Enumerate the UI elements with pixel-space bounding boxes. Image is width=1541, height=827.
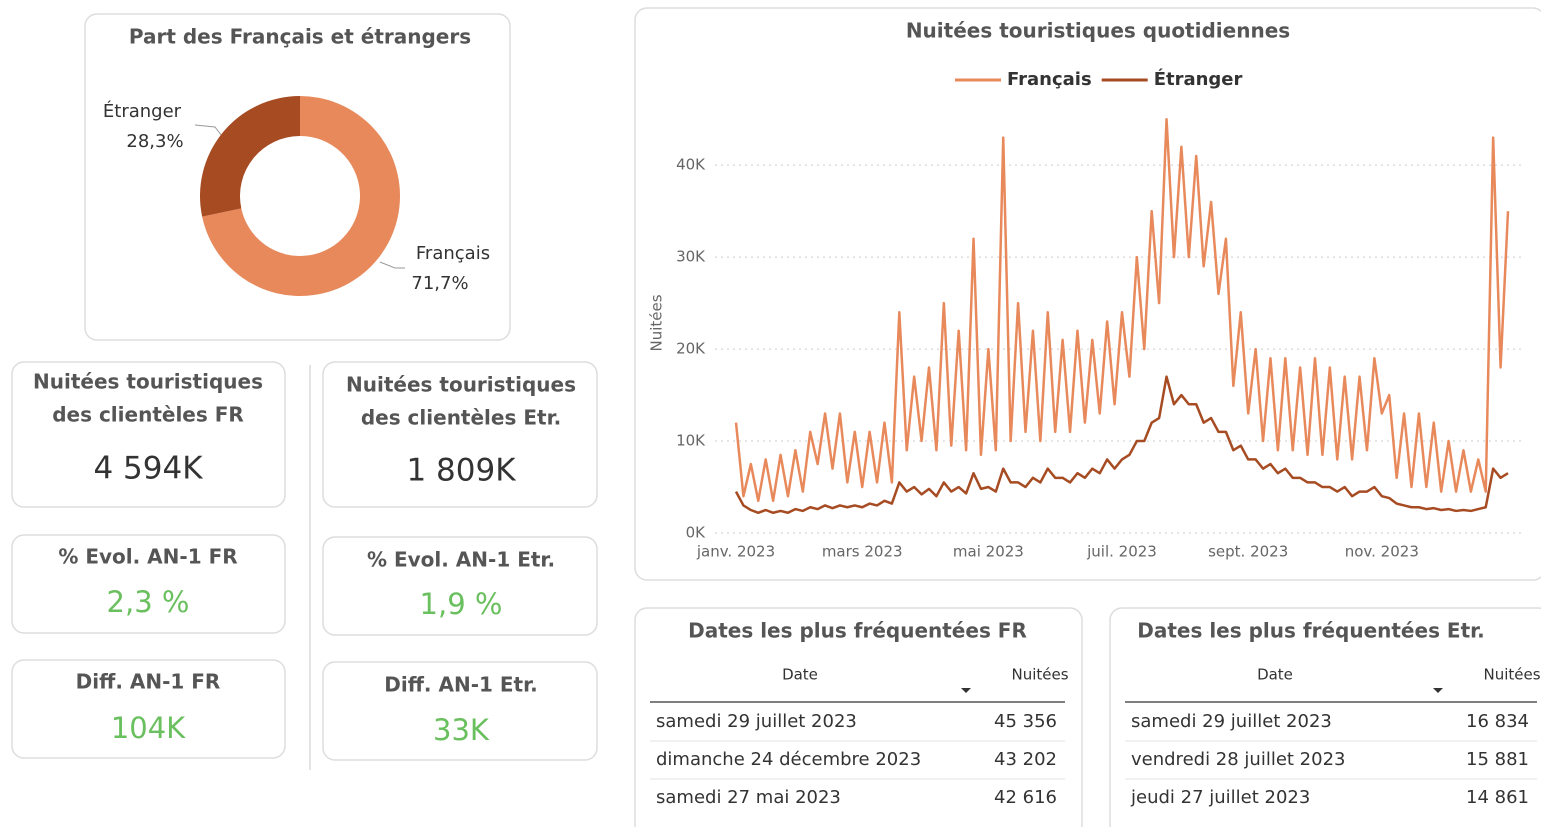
kpi-card	[322, 536, 598, 636]
cards	[11, 7, 1541, 827]
slice-value: 71,7%	[411, 273, 468, 294]
slice-value: 28,3%	[126, 131, 183, 152]
y-tick-label: 20K	[676, 340, 706, 358]
kpi-value: 1 809K	[406, 453, 516, 489]
cell: samedi 29 juillet 2023	[1131, 711, 1332, 732]
kpi-title: Nuitées touristiques	[346, 373, 576, 397]
legend-label: Français	[1007, 69, 1092, 90]
kpi-title: des clientèles FR	[52, 403, 244, 427]
cell: samedi 29 juillet 2023	[656, 711, 857, 732]
x-tick-label: mai 2023	[953, 543, 1024, 561]
x-tick-label: mars 2023	[822, 543, 903, 561]
kpi-card	[11, 361, 286, 508]
x-tick-label: juil. 2023	[1086, 543, 1157, 561]
donut-title: Part des Français et étrangers	[129, 25, 471, 49]
cell: vendredi 28 juillet 2023	[1131, 749, 1346, 770]
cell: 16 834	[1466, 711, 1529, 732]
leader-line	[379, 261, 405, 269]
table-title: Dates les plus fréquentées FR	[688, 619, 1027, 643]
donut-slice	[202, 96, 400, 296]
kpi-value: 2,3 %	[107, 585, 190, 619]
sort-icon	[1433, 688, 1443, 693]
donut-slice	[200, 96, 300, 217]
column-header: Nuitées	[1011, 666, 1068, 684]
y-tick-label: 30K	[676, 248, 706, 266]
slice-label: Français	[416, 243, 490, 264]
cell: 42 616	[994, 787, 1057, 808]
table-title: Dates les plus fréquentées Etr.	[1137, 619, 1485, 643]
kpi-value: 33K	[433, 713, 490, 747]
kpi-card	[11, 659, 286, 759]
donut-card	[84, 13, 511, 341]
cell: 15 881	[1466, 749, 1529, 770]
slice-label: Étranger	[103, 100, 182, 122]
series-line	[734, 375, 1509, 515]
kpi-value: 104K	[111, 711, 186, 745]
cell: jeudi 27 juillet 2023	[1130, 787, 1310, 808]
y-tick-label: 40K	[676, 156, 706, 174]
x-tick-label: janv. 2023	[696, 543, 775, 561]
line-title: Nuitées touristiques quotidiennes	[906, 19, 1290, 43]
cell: 45 356	[994, 711, 1057, 732]
kpi-card	[11, 534, 286, 634]
table-card	[634, 607, 1083, 827]
sort-icon	[961, 688, 971, 693]
cell: dimanche 24 décembre 2023	[656, 749, 921, 770]
series-line	[734, 117, 1510, 503]
kpi-card	[322, 661, 598, 761]
kpi-title: des clientèles Etr.	[361, 406, 561, 430]
kpi-card	[322, 361, 598, 508]
kpi-value: 1,9 %	[420, 587, 503, 621]
kpi-title: Nuitées touristiques	[33, 370, 263, 394]
x-tick-label: sept. 2023	[1208, 543, 1288, 561]
legend-label: Étranger	[1154, 68, 1243, 90]
x-tick-label: nov. 2023	[1345, 543, 1419, 561]
kpi-title: Diff. AN-1 Etr.	[384, 673, 537, 697]
y-tick-label: 10K	[676, 432, 706, 450]
column-header: Date	[1257, 666, 1293, 684]
cell: 43 202	[994, 749, 1057, 770]
cell: samedi 27 mai 2023	[656, 787, 841, 808]
kpi-title: % Evol. AN-1 FR	[58, 545, 237, 569]
table-card	[1109, 607, 1541, 827]
kpi-title: Diff. AN-1 FR	[76, 670, 221, 694]
kpi-value: 4 594K	[93, 451, 203, 487]
line-card	[634, 7, 1541, 581]
column-header: Date	[782, 666, 818, 684]
cell: 14 861	[1466, 787, 1529, 808]
y-axis-label: Nuitées	[648, 294, 666, 351]
y-tick-label: 0K	[686, 524, 707, 542]
kpi-title: % Evol. AN-1 Etr.	[367, 548, 555, 572]
column-header: Nuitées	[1483, 666, 1540, 684]
